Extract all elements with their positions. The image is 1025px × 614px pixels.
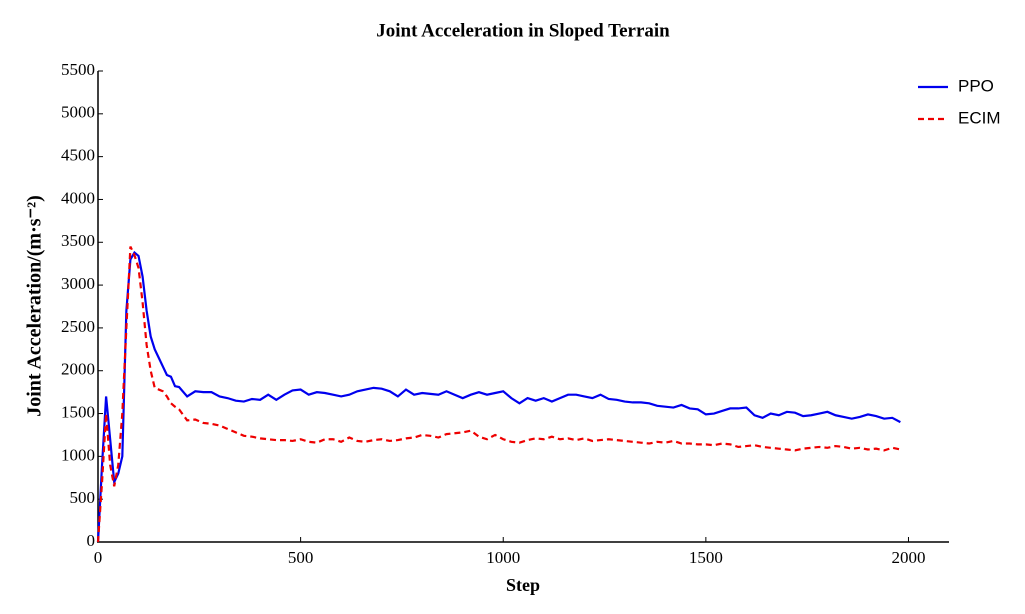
y-tick-label: 500 — [70, 488, 96, 507]
y-tick-label: 1500 — [61, 402, 95, 421]
legend-label: PPO — [958, 76, 994, 95]
x-tick-label: 0 — [94, 548, 103, 567]
x-tick-label: 1000 — [486, 548, 520, 567]
line-series — [96, 246, 901, 543]
y-tick-label: 3000 — [61, 274, 95, 293]
y-tick-label: 5500 — [61, 60, 95, 79]
y-tick-label: 2500 — [61, 317, 95, 336]
x-axis-label: Step — [506, 575, 540, 595]
y-axis-label: Joint Acceleration/(m·s⁻²) — [24, 195, 46, 417]
x-tick-label: 500 — [288, 548, 314, 567]
y-tick-label: 2000 — [61, 360, 95, 379]
x-tick-label: 2000 — [891, 548, 925, 567]
line-series — [96, 250, 901, 543]
y-tick-label: 1000 — [61, 445, 95, 464]
y-tick-label: 3500 — [61, 231, 95, 250]
y-tick-label: 4500 — [61, 146, 95, 165]
y-tick-label: 5000 — [61, 103, 95, 122]
legend-label: ECIM — [958, 108, 1001, 127]
y-tick-label: 0 — [87, 531, 96, 550]
x-tick-label: 1500 — [689, 548, 723, 567]
chart-title: Joint Acceleration in Sloped Terrain — [376, 20, 670, 41]
y-tick-label: 4000 — [61, 188, 95, 207]
